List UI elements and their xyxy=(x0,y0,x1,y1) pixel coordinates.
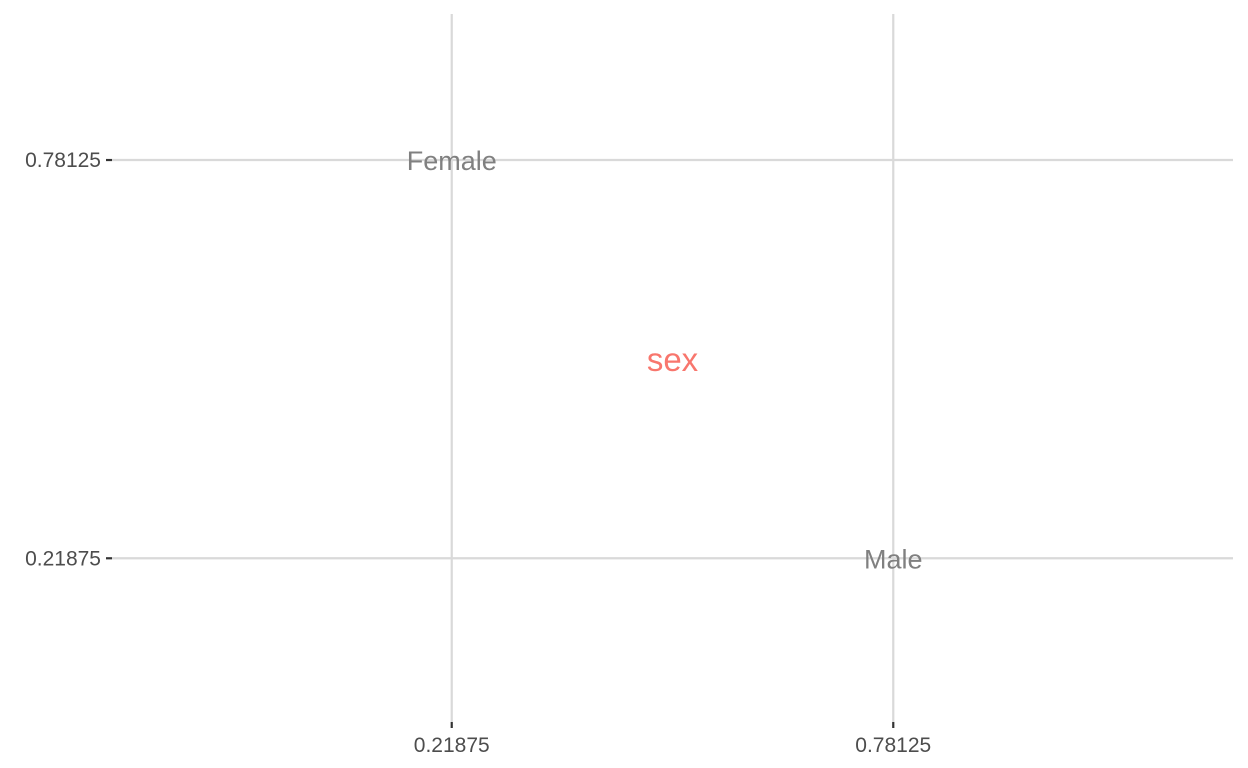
point-label-female: Female xyxy=(407,146,497,176)
x-tick-label: 0.21875 xyxy=(414,734,490,757)
grid-lines xyxy=(112,14,1233,722)
axis-ticks: 0.21875 0.78125 0.21875 0.78125 xyxy=(25,149,931,757)
y-tick-label: 0.21875 xyxy=(25,547,101,570)
point-label-male: Male xyxy=(864,544,923,574)
point-labels: Female Male xyxy=(407,146,923,574)
x-tick-label: 0.78125 xyxy=(855,734,931,757)
variable-label: sex xyxy=(647,341,699,378)
y-tick-label: 0.78125 xyxy=(25,149,101,172)
